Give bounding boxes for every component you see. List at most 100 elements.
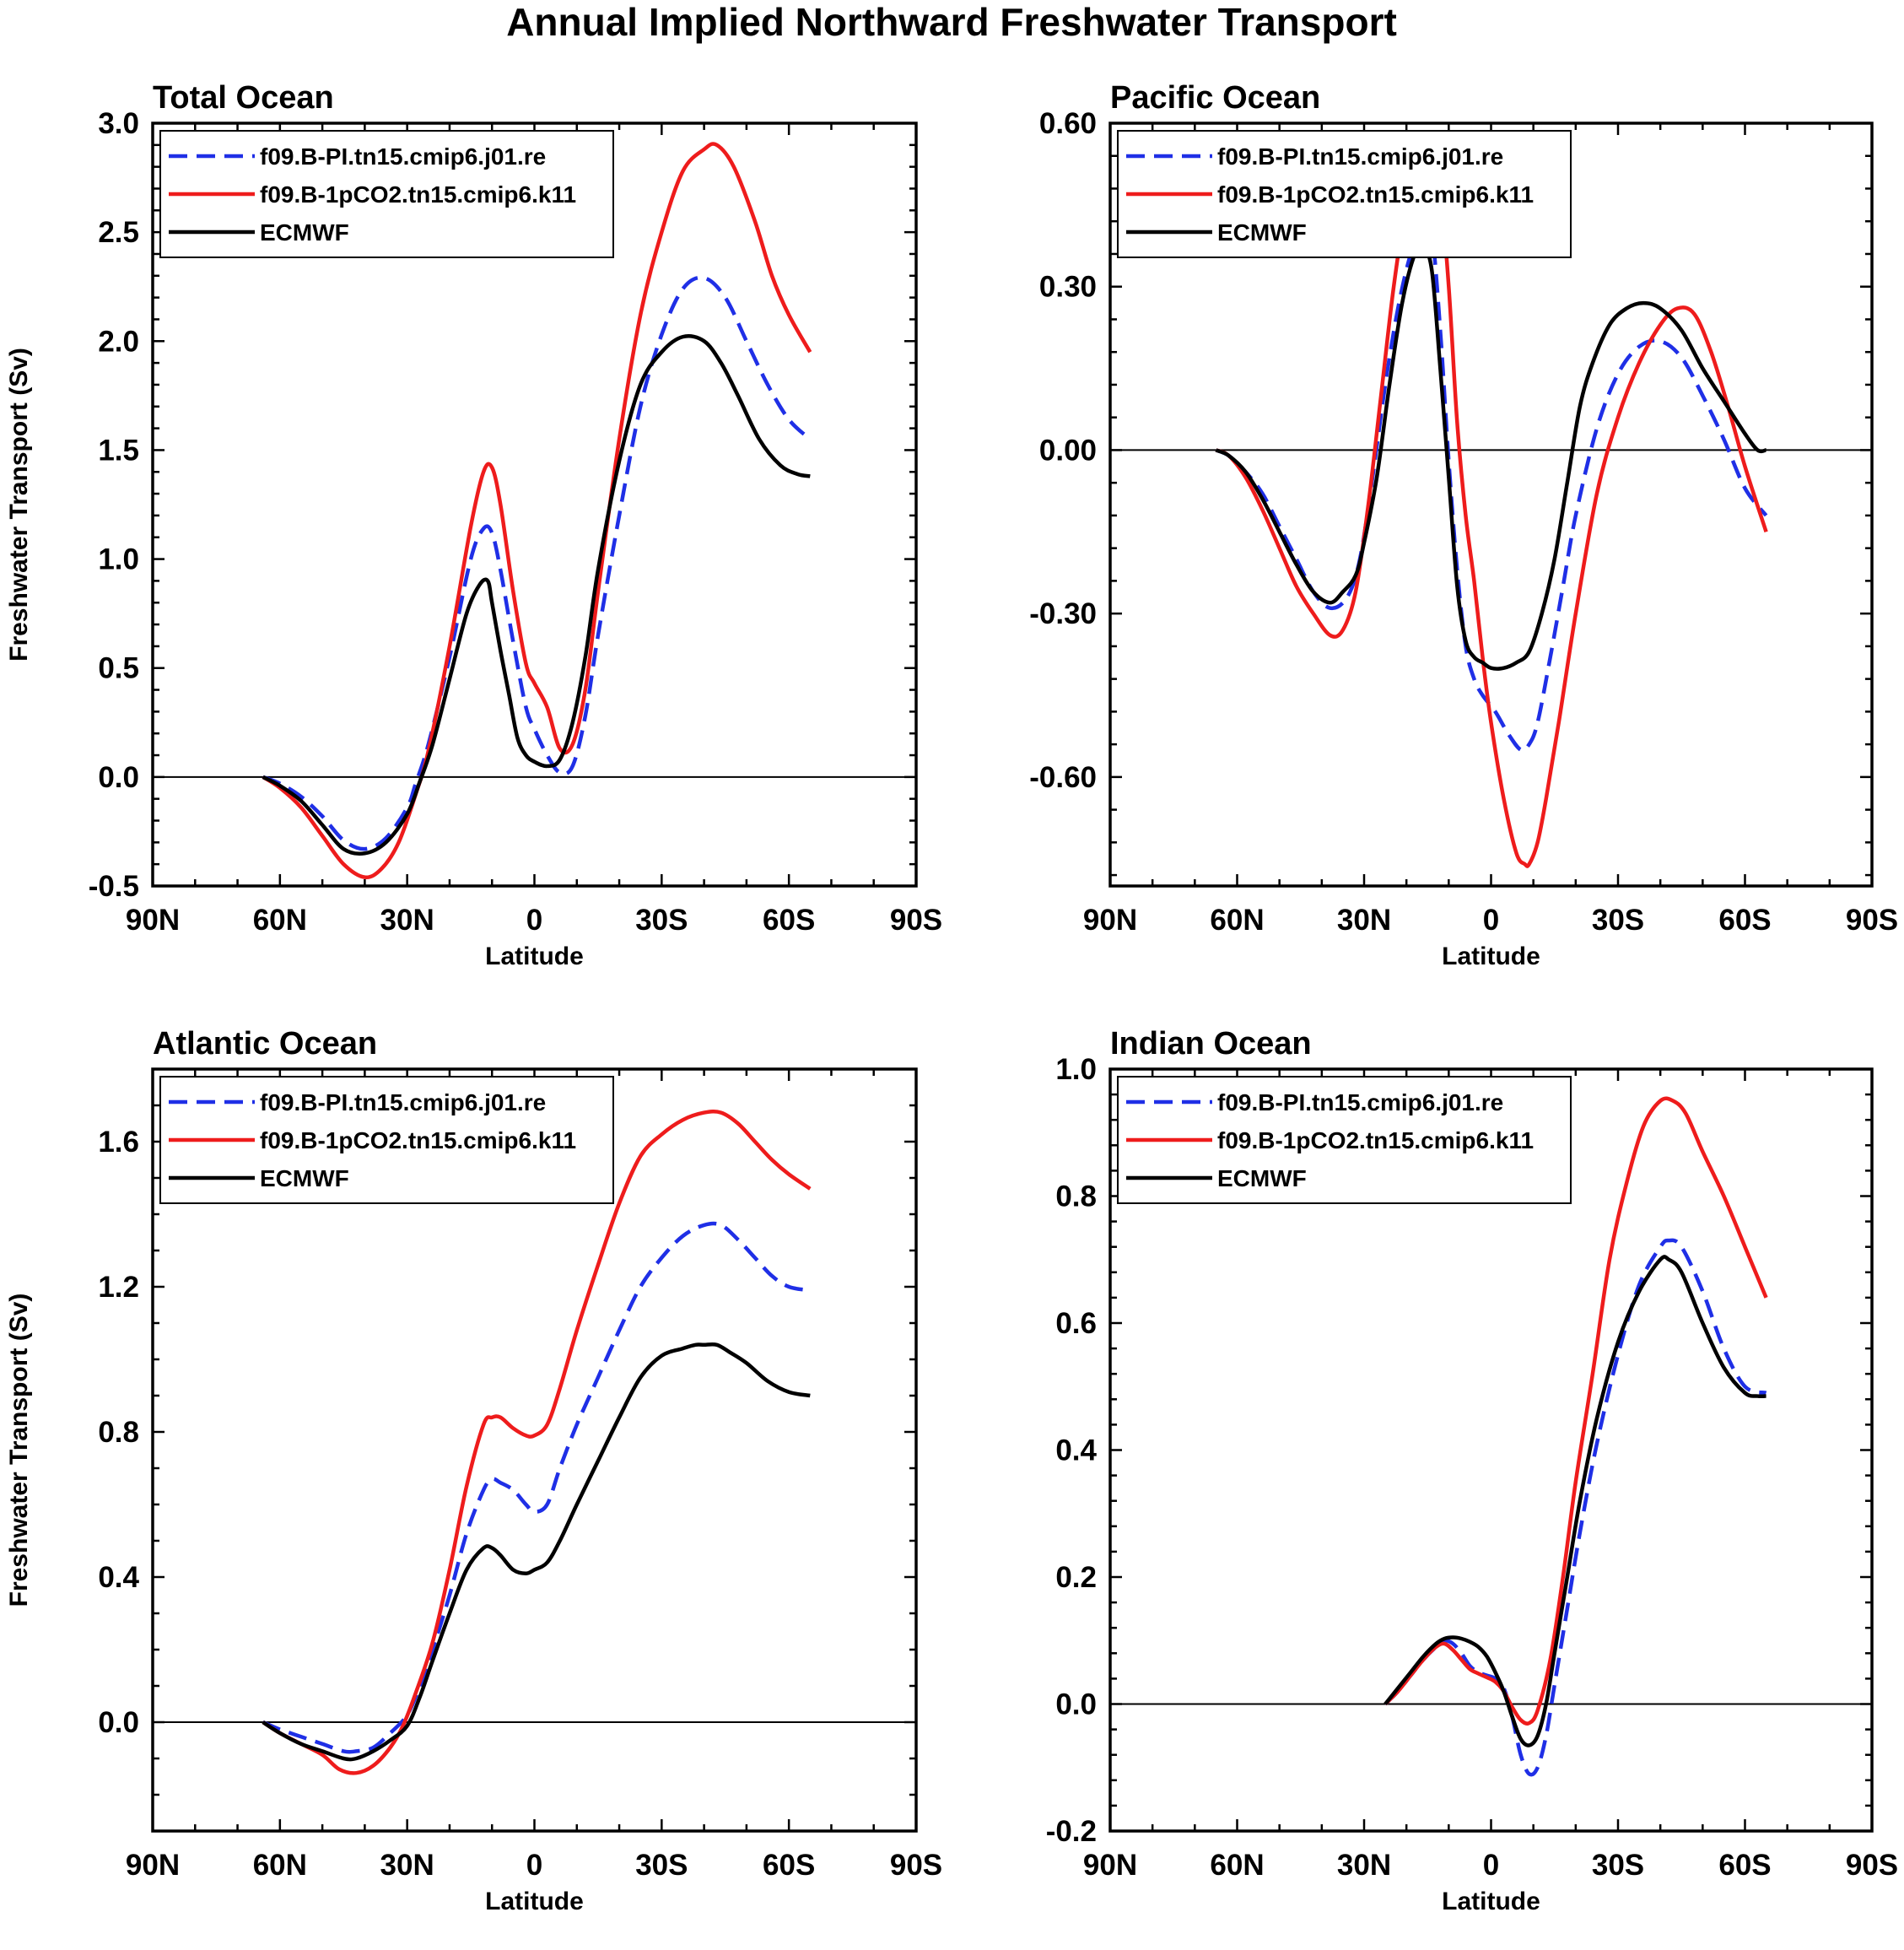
x-axis-label: Latitude	[1442, 1888, 1540, 1915]
y-tick-label: 0.4	[98, 1561, 139, 1594]
series-line-ecmwf	[262, 334, 811, 856]
x-tick-label: 60N	[253, 904, 307, 937]
x-tick-label: 0	[1483, 1849, 1499, 1882]
plot-frame	[1108, 122, 1874, 888]
y-tick-label: 0.8	[1055, 1180, 1097, 1213]
y-tick-label: 3.0	[98, 107, 139, 140]
series-line-ecmwf	[1215, 245, 1766, 671]
x-tick-label: 90N	[1083, 904, 1137, 937]
x-tick-label: 90N	[1083, 1849, 1137, 1882]
legend: f09.B-PI.tn15.cmip6.j01.re f09.B-1pCO2.tn…	[159, 130, 614, 258]
y-tick-label: 1.0	[1055, 1053, 1097, 1086]
series-line-pi-control	[262, 275, 812, 851]
panel-title: Total Ocean	[153, 80, 334, 116]
legend-label: ECMWF	[260, 1165, 349, 1191]
y-tick-label: 2.5	[98, 216, 139, 249]
legend-label: f09.B-1pCO2.tn15.cmip6.k11	[1217, 181, 1534, 208]
x-tick-label: 60S	[763, 1849, 815, 1882]
plot-frame	[1108, 1067, 1874, 1833]
legend-label: f09.B-PI.tn15.cmip6.j01.re	[1217, 1089, 1503, 1115]
panel-indian-ocean: Indian Ocean 90N 60N 30N 0 30S 60S 90S -0.2 0.0 0.…	[1046, 1026, 1898, 1915]
legend: f09.B-PI.tn15.cmip6.j01.re f09.B-1pCO2.tn…	[1117, 1076, 1572, 1204]
y-tick-label: 0.0	[98, 1706, 139, 1739]
y-tick-label: 0.6	[1055, 1307, 1097, 1340]
legend-label: f09.B-PI.tn15.cmip6.j01.re	[1217, 143, 1503, 170]
panel-title: Atlantic Ocean	[153, 1026, 377, 1061]
y-tick-label: -0.60	[1029, 761, 1097, 794]
legend-label: ECMWF	[260, 219, 349, 246]
panel-title: Indian Ocean	[1110, 1026, 1312, 1061]
panels: Total Ocean 90N 60N 30N 0 30S 60S 90S -0.5 0.0 0.5…	[5, 80, 1898, 1915]
x-tick-label: 90N	[126, 1849, 180, 1882]
x-axis-label: Latitude	[1442, 943, 1540, 970]
series-line-pi-control	[262, 1221, 811, 1754]
x-tick-label: 30S	[1592, 1849, 1644, 1882]
legend-label: f09.B-1pCO2.tn15.cmip6.k11	[260, 181, 576, 208]
legend-label: f09.B-1pCO2.tn15.cmip6.k11	[260, 1127, 576, 1153]
y-axis-label: Freshwater Transport (Sv)	[5, 1294, 33, 1607]
y-tick-label: 1.6	[98, 1126, 139, 1159]
panel-pacific-ocean: Pacific Ocean 90N 60N 30N 0 30S 60S 90S -0.60 -0.…	[1029, 80, 1898, 970]
y-tick-label: 0.0	[1055, 1688, 1097, 1721]
legend-label: ECMWF	[1217, 219, 1307, 246]
legend-label: f09.B-1pCO2.tn15.cmip6.k11	[1217, 1127, 1534, 1153]
y-tick-label: 0.0	[98, 761, 139, 794]
legend-label: f09.B-PI.tn15.cmip6.j01.re	[260, 1089, 546, 1115]
panel-title: Pacific Ocean	[1110, 80, 1320, 116]
series-line-co2-experiment	[262, 142, 812, 880]
x-tick-label: 60S	[1718, 904, 1771, 937]
y-tick-label: 0.30	[1039, 271, 1097, 304]
series-line-ecmwf	[1384, 1255, 1766, 1747]
series-line-co2-experiment	[262, 1110, 812, 1775]
panel-total-ocean: Total Ocean 90N 60N 30N 0 30S 60S 90S -0.5 0.0 0.5…	[5, 80, 942, 970]
series-line-ecmwf	[262, 1342, 811, 1762]
x-tick-label: 0	[1483, 904, 1499, 937]
y-tick-label: -0.5	[89, 870, 139, 903]
x-tick-label: 60N	[1210, 904, 1264, 937]
x-tick-label: 0	[526, 1849, 542, 1882]
legend: f09.B-PI.tn15.cmip6.j01.re f09.B-1pCO2.tn…	[1117, 130, 1572, 258]
x-tick-label: 30N	[1337, 904, 1391, 937]
y-tick-label: 0.4	[1055, 1434, 1097, 1467]
y-tick-label: 0.00	[1039, 434, 1097, 467]
x-tick-label: 30S	[1592, 904, 1644, 937]
legend: f09.B-PI.tn15.cmip6.j01.re f09.B-1pCO2.tn…	[159, 1076, 614, 1204]
series-line-co2-experiment	[1215, 157, 1768, 868]
series-line-co2-experiment	[1384, 1096, 1768, 1726]
legend-label: f09.B-PI.tn15.cmip6.j01.re	[260, 143, 546, 170]
y-tick-label: 1.5	[98, 434, 139, 467]
plot-frame	[151, 1067, 918, 1833]
legend-label: ECMWF	[1217, 1165, 1307, 1191]
x-tick-label: 90S	[1846, 1849, 1898, 1882]
y-tick-label: 1.0	[98, 543, 139, 576]
x-tick-label: 90S	[890, 904, 942, 937]
plot-frame	[151, 122, 918, 888]
panel-atlantic-ocean: Atlantic Ocean 90N 60N 30N 0 30S 60S 90S 0.0 0.4 0…	[5, 1026, 942, 1915]
y-tick-label: 0.60	[1039, 107, 1097, 140]
x-axis-label: Latitude	[485, 943, 584, 970]
x-tick-label: 60S	[763, 904, 815, 937]
y-tick-label: 0.5	[98, 652, 139, 685]
x-tick-label: 90S	[890, 1849, 942, 1882]
x-tick-label: 30N	[380, 904, 434, 937]
y-tick-label: -0.2	[1046, 1815, 1097, 1848]
x-tick-label: 0	[526, 904, 542, 937]
y-tick-label: 1.2	[98, 1271, 139, 1304]
y-tick-label: 0.8	[98, 1416, 139, 1449]
x-tick-label: 30S	[635, 1849, 688, 1882]
figure-title: Annual Implied Northward Freshwater Tran…	[506, 0, 1397, 44]
y-tick-label: 2.0	[98, 325, 139, 358]
series-line-pi-control	[1384, 1238, 1767, 1777]
y-axis-label: Freshwater Transport (Sv)	[5, 348, 33, 662]
x-tick-label: 60N	[1210, 1849, 1264, 1882]
x-tick-label: 30S	[635, 904, 688, 937]
x-tick-label: 90S	[1846, 904, 1898, 937]
x-tick-label: 90N	[126, 904, 180, 937]
x-tick-label: 30N	[1337, 1849, 1391, 1882]
x-tick-label: 30N	[380, 1849, 434, 1882]
x-tick-label: 60S	[1718, 1849, 1771, 1882]
x-axis-label: Latitude	[485, 1888, 584, 1915]
y-tick-label: 0.2	[1055, 1561, 1097, 1594]
x-tick-label: 60N	[253, 1849, 307, 1882]
